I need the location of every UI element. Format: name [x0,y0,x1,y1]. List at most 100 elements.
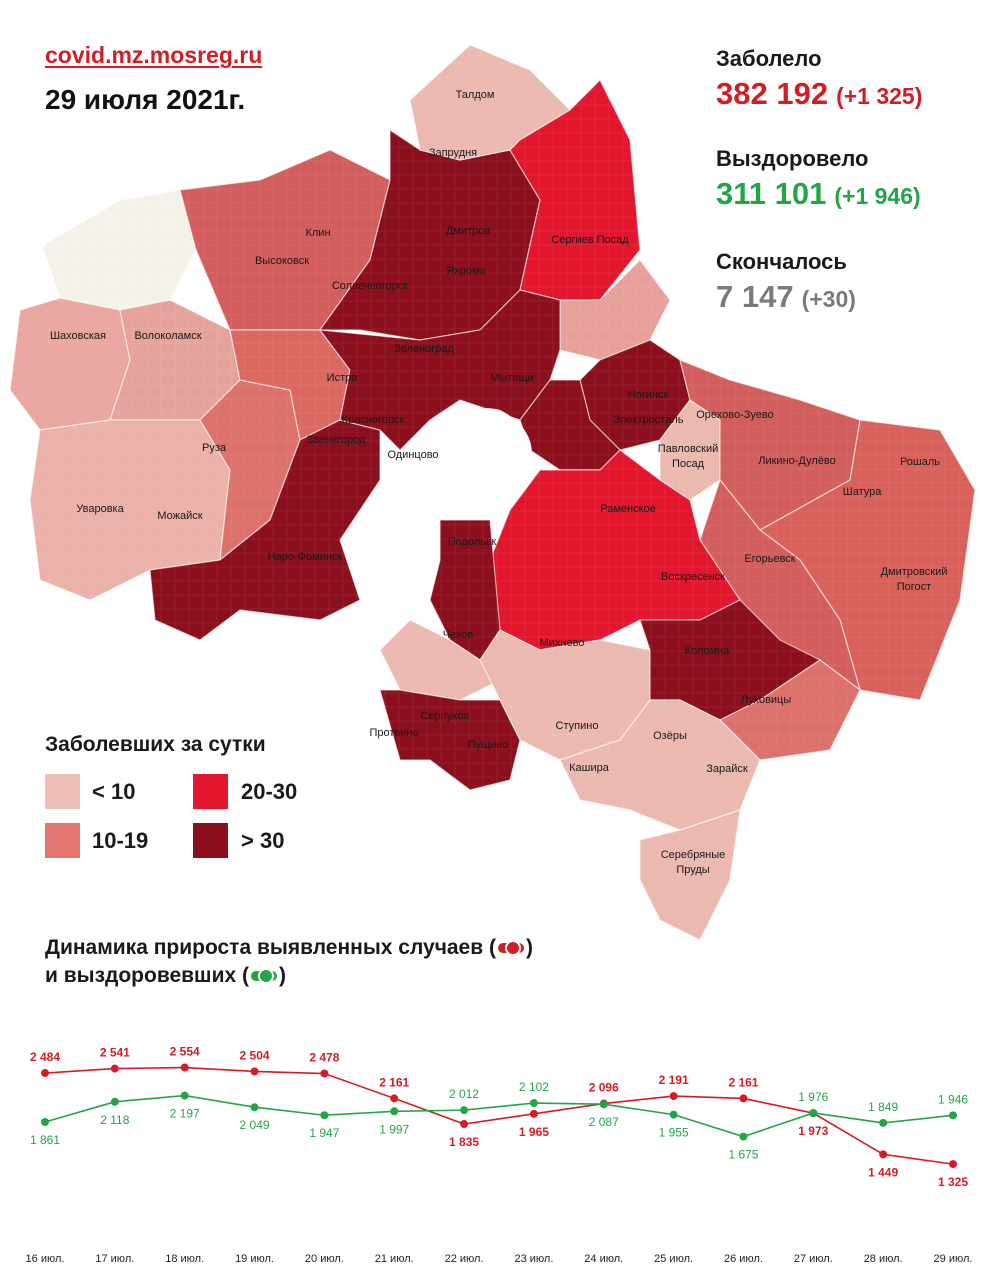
recovered-data-label: 2 102 [519,1080,549,1094]
cases-data-label: 2 478 [309,1051,339,1065]
legend-swatch-20-30 [193,774,228,809]
recovered-data-label: 1 675 [728,1148,758,1162]
recovered-data-label: 2 087 [589,1115,619,1129]
place-label: Дмитров [446,225,490,237]
cases-point [110,1064,119,1073]
cases-point [529,1109,538,1118]
cases-data-label: 2 541 [100,1046,130,1060]
place-label: Рошаль [900,456,940,468]
place-label: Высоковск [255,255,309,267]
place-label: Одинцово [387,449,438,461]
cases-data-label: 1 973 [798,1124,828,1138]
legend-label-10-19: 10-19 [92,828,149,853]
cases-point [41,1069,49,1078]
stat-recovered-value: 311 101 [716,176,827,211]
place-label: Ликино-Дулёво [758,455,836,467]
recovered-point [41,1117,49,1126]
recovered-data-label: 1 861 [30,1133,60,1147]
x-tick-label: 25 июл. [654,1253,693,1265]
recovered-data-label: 2 197 [170,1107,200,1121]
source-link[interactable]: covid.mz.mosreg.ru [45,42,263,68]
cases-data-label: 2 096 [589,1081,619,1095]
recovered-data-label: 1 955 [659,1126,689,1140]
x-tick-label: 22 июл. [445,1253,484,1265]
place-label: Зеленоград [394,343,454,355]
place-label: Шаховская [50,330,106,342]
place-label: Серпухов [421,710,470,722]
place-label: Звенигород [306,434,366,446]
report-date: 29 июля 2021г. [45,84,246,115]
cases-point [669,1092,678,1101]
place-label: Сергиев Посад [551,234,629,246]
recovered-point [180,1091,189,1100]
x-tick-label: 18 июл. [165,1253,204,1265]
dynamics-title: Динамика прироста выявленных случаев () … [45,934,533,990]
recovered-data-label: 1 849 [868,1100,898,1114]
cases-point [250,1067,259,1076]
x-tick-label: 27 июл. [794,1253,833,1265]
place-label: Талдом [456,89,495,101]
cases-data-label: 1 835 [449,1135,479,1149]
cases-data-label: 2 554 [170,1045,200,1059]
cases-point [739,1094,748,1103]
district-lotoshino [41,189,197,311]
place-labels: Талдом Запрудня Дмитров Яхрома Сергиев Посад… [50,89,947,876]
dynamics-title-line2-end: ) [278,964,286,987]
place-label: Солнечногорск [332,280,408,292]
cases-data-label: 2 484 [30,1050,60,1064]
recovered-data-label: 2 118 [100,1113,129,1127]
place-label: Истра [327,372,359,384]
place-label: Орехово-Зуево [696,409,774,421]
place-label: Серебряные [661,849,726,861]
cases-marker-icon [497,940,524,957]
cases-data-label: 1 449 [868,1165,898,1179]
cases-data-label: 1 325 [938,1175,968,1189]
place-label: Уваровка [76,503,124,515]
legend-swatch-lt10 [45,774,80,809]
recovered-point [949,1111,957,1120]
recovered-data-label: 1 997 [379,1122,409,1136]
x-tick-label: 17 июл. [95,1253,134,1265]
place-label: Павловский [658,443,719,455]
dynamics-title-line2: и выздоровевших ( [45,964,249,987]
place-label: Шатура [843,486,883,498]
legend-title: Заболевших за сутки [45,733,266,756]
x-tick-label: 29 июл. [934,1253,973,1265]
cases-point [460,1120,469,1129]
stat-infected-value: 382 192 [716,76,829,111]
recovered-line [44,1094,954,1138]
place-label: Запрудня [429,147,477,159]
stat-infected-delta: (+1 325) [836,83,923,109]
recovered-point [739,1132,748,1141]
recovered-data-label: 1 976 [798,1090,828,1104]
x-tick-label: 20 июл. [305,1253,344,1265]
recovered-data-label: 2 049 [240,1118,270,1132]
place-label: Раменское [600,503,656,515]
cases-data-label: 2 161 [379,1075,409,1089]
place-label: Посад [672,458,705,470]
legend-swatch-gt30 [193,823,228,858]
place-label: Луховицы [741,694,792,706]
place-label: Мытищи [490,372,533,384]
place-label: Михнево [540,637,585,649]
place-label: Электросталь [613,414,684,426]
place-label: Руза [202,442,227,454]
place-label: Пруды [676,864,709,876]
x-tick-label: 26 июл. [724,1253,763,1265]
place-label: Зарайск [706,763,748,775]
stat-infected: Заболело 382 192 (+1 325) [716,46,922,112]
cases-data-label: 2 191 [659,1073,689,1087]
recovered-point [599,1100,608,1109]
cases-point [180,1063,189,1072]
recovered-point [809,1108,818,1117]
district-shakhovskaya [9,297,131,431]
place-label: Погост [897,581,931,593]
x-tick-label: 23 июл. [514,1253,553,1265]
dynamics-chart: 2 484 1 861 2 541 2 118 2 554 2 197 2 504 2 049… [26,1045,973,1265]
recovered-point [460,1106,469,1115]
legend-label-gt30: > 30 [241,828,285,853]
place-label: Пущино [468,739,509,751]
recovered-data-label: 2 012 [449,1087,479,1101]
cases-line [44,1066,954,1165]
place-label: Ступино [556,720,599,732]
